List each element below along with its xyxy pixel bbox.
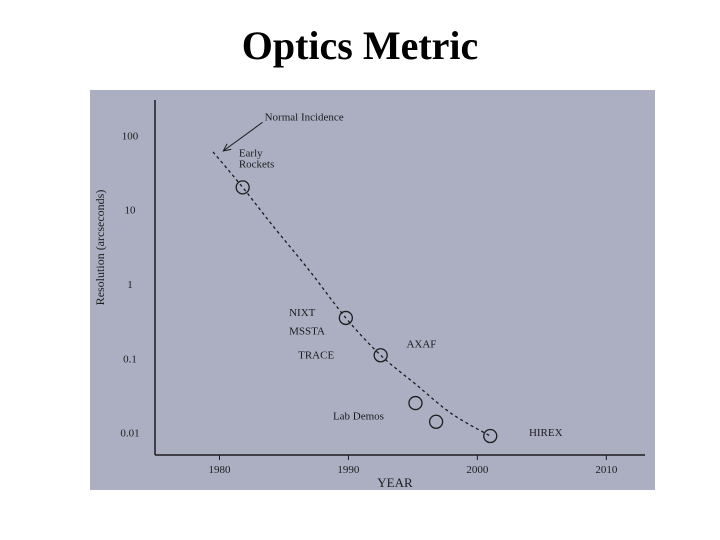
annotation-label: TRACE: [298, 349, 334, 361]
data-point: [373, 348, 388, 363]
y-axis-title: Resolution (arcseconds): [93, 190, 107, 306]
annotation-arrowhead: [222, 143, 232, 152]
x-tick-label: 1980: [208, 464, 231, 476]
data-point: [428, 414, 444, 429]
annotation-label: MSSTA: [289, 325, 325, 337]
annotation-label: Lab Demos: [333, 411, 384, 423]
x-axis-title: YEAR: [377, 475, 413, 490]
data-point: [235, 180, 250, 195]
y-tick-label: 0.1: [123, 353, 137, 365]
data-points: [235, 180, 498, 444]
annotation-label: Rockets: [239, 159, 274, 171]
data-point: [483, 428, 498, 444]
axis-ticks: 1980 1990 2000 2010 100 10 1 0.1 0.01: [120, 130, 617, 476]
chart-panel: 1980 1990 2000 2010 100 10 1 0.1 0.01 Normal Inc…: [90, 90, 655, 490]
annotation-label: HIREX: [529, 427, 563, 439]
data-point: [338, 310, 353, 326]
annotation-label: Early: [239, 148, 263, 160]
data-point: [408, 395, 423, 411]
annotation-label: Normal Incidence: [265, 111, 344, 123]
x-tick-label: 2000: [466, 464, 489, 476]
y-tick-label: 0.01: [120, 428, 139, 440]
x-tick-label: 1990: [337, 464, 360, 476]
annotation-arrow: [223, 121, 263, 152]
annotation-label: AXAF: [406, 338, 436, 350]
annotation-label: NIXT: [289, 307, 316, 319]
y-tick-label: 1: [127, 279, 133, 291]
y-tick-label: 10: [125, 205, 137, 217]
y-tick-label: 100: [122, 130, 139, 142]
chart-svg: 1980 1990 2000 2010 100 10 1 0.1 0.01 Normal Inc…: [93, 100, 645, 490]
x-tick-label: 2010: [595, 464, 618, 476]
slide-title: Optics Metric: [241, 23, 479, 68]
trend-line: [212, 151, 491, 437]
